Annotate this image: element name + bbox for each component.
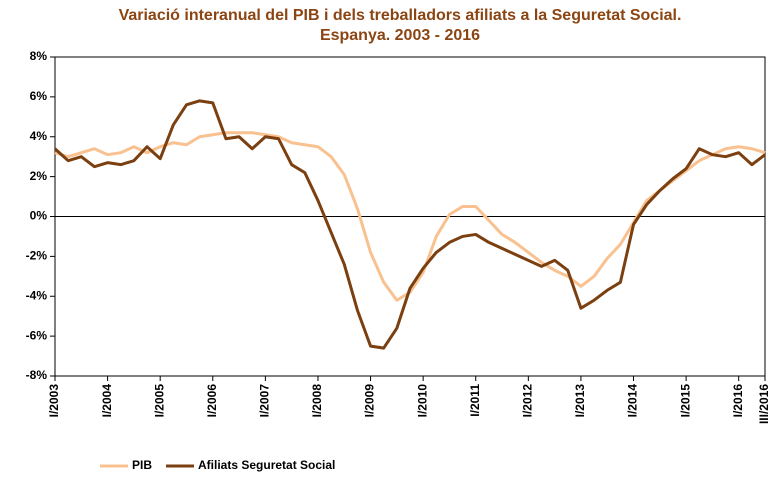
x-tick-label: I/2016 — [731, 384, 745, 418]
x-tick-label: I/2007 — [258, 384, 272, 418]
x-tick-label: I/2015 — [678, 384, 692, 418]
y-tick-label: 2% — [30, 169, 48, 183]
x-tick-label: I/2003 — [47, 384, 61, 418]
x-tick-label: III/2016 — [757, 384, 768, 424]
y-tick-label: 6% — [30, 89, 48, 103]
x-tick-label: I/2013 — [573, 384, 587, 418]
x-tick-label: I/2006 — [205, 384, 219, 418]
y-tick-label: 8% — [30, 49, 48, 63]
y-tick-label: -2% — [26, 249, 48, 263]
y-tick-label: -6% — [26, 328, 48, 342]
x-tick-label: I/2005 — [152, 384, 166, 418]
legend-label: Afiliats Seguretat Social — [198, 458, 335, 472]
x-tick-label: I/2009 — [363, 384, 377, 418]
x-tick-label: I/2014 — [626, 384, 640, 418]
x-tick-label: I/2004 — [100, 384, 114, 418]
x-tick-label: I/2010 — [415, 384, 429, 418]
x-tick-label: I/2012 — [521, 384, 535, 418]
y-tick-label: 0% — [30, 209, 48, 223]
x-tick-label: I/2011 — [468, 384, 482, 417]
y-tick-label: 4% — [30, 129, 48, 143]
y-tick-label: -8% — [26, 368, 48, 382]
chart-title: Variació interanual del PIB i dels treba… — [118, 7, 682, 44]
x-tick-label: I/2008 — [310, 384, 324, 418]
series-line — [53, 99, 766, 350]
legend-label: PIB — [132, 458, 152, 472]
y-tick-label: -4% — [26, 288, 48, 302]
